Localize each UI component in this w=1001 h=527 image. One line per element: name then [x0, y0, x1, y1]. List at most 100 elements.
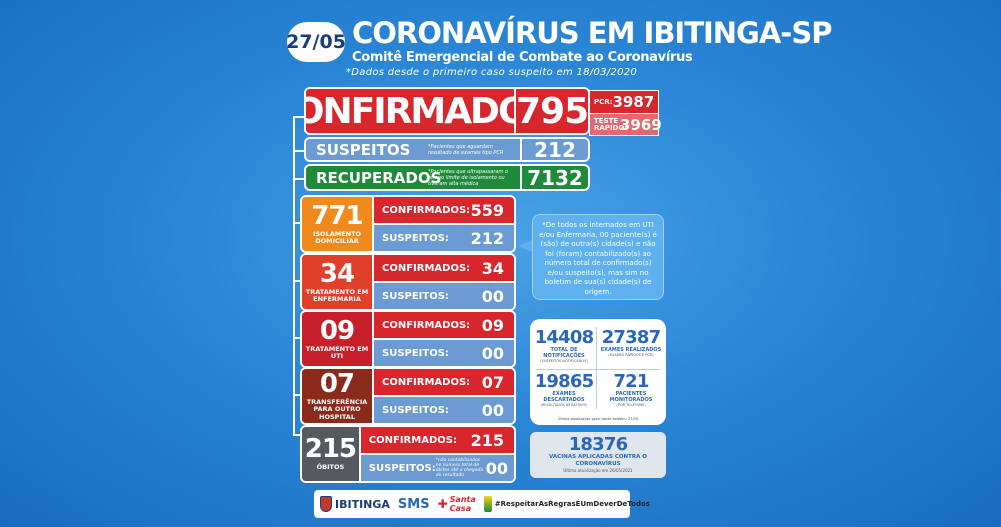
category-number: 07: [319, 368, 355, 399]
confirmados-breakdown: PCR: 3987 TESTE RÁPIDO: 3969: [589, 90, 662, 136]
hashtag-badge: #RespeitarAsRegrasÉUmDeverDeTodos: [483, 496, 650, 512]
suspeitos-sublabel: SUSPEITOS:: [382, 232, 449, 244]
pcr-label: PCR:: [594, 97, 613, 106]
pcr-value: 3987: [612, 93, 655, 111]
stat-monitorados: 721 PACIENTES MONITORADOS (POR TELEFONE): [600, 371, 662, 408]
category-transferencia: 07 TRANSFERÊNCIA PARA OUTRO HOSPITAL CON…: [300, 367, 516, 425]
connector-tick: [293, 434, 305, 436]
bubble-tail: [518, 240, 532, 252]
stat-sub: (RESULTADOS NEGATIVOS): [540, 403, 588, 407]
suspeitos-sublabel: SUSPEITOS:: [382, 404, 449, 416]
stat-label: EXAMES REALIZADOS: [600, 347, 662, 353]
page-subtitle: Comitê Emergencial de Combate ao Coronav…: [352, 50, 693, 65]
stat-value: 14408: [534, 327, 594, 348]
category-desc: TRANSFERÊNCIA PARA OUTRO HOSPITAL: [306, 397, 368, 421]
stats-panel: 14408 TOTAL DE NOTIFICAÇÕES (SUSPEITOS N…: [530, 319, 666, 425]
category-summary: 07 TRANSFERÊNCIA PARA OUTRO HOSPITAL: [302, 369, 374, 423]
category-summary: 215 ÓBITOS: [302, 427, 361, 481]
recuperados-value: 7132: [520, 166, 588, 189]
category-summary: 09 TRATAMENTO EM UTI: [302, 312, 374, 366]
stat-value: 19865: [534, 371, 594, 392]
stat-sub: (POR TELEFONE): [616, 403, 646, 407]
stat-notificacoes: 14408 TOTAL DE NOTIFICAÇÕES (SUSPEITOS N…: [534, 327, 594, 364]
connector-line: [293, 116, 295, 436]
obitos-suspeitos-note: *não contabilizados no número total de ó…: [435, 458, 484, 478]
footer-logos: IBITINGA SMS ✚ Santa Casa #RespeitarAsRe…: [314, 490, 650, 518]
suspeitos-subvalue: 00: [485, 458, 508, 478]
suspeitos-note: *Pacientes que aguardam resultado de exa…: [428, 143, 504, 156]
stat-sub: (SUSPEITOS NOTIFICADOS): [540, 359, 588, 363]
stat-label: PACIENTES MONITORADOS: [609, 391, 653, 403]
santa-casa-logo: ✚ Santa Casa: [438, 495, 476, 513]
hashtag-label: #RespeitarAsRegrasÉUmDeverDeTodos: [494, 500, 650, 508]
confirmados-subvalue: 09: [481, 315, 504, 335]
vacinas-sub: Última atualização em 26/05/2021: [563, 468, 633, 473]
category-desc: ÓBITOS: [316, 463, 345, 472]
stat-descartados: 19865 EXAMES DESCARTADOS (RESULTADOS NEG…: [534, 371, 594, 408]
confirmados-sublabel: CONFIRMADOS:: [382, 319, 471, 331]
stat-label: EXAMES DESCARTADOS: [543, 391, 585, 403]
suspeitos-sublabel: SUSPEITOS:: [368, 462, 436, 474]
vacinas-value: 18376: [568, 434, 628, 455]
category-number: 09: [319, 315, 355, 346]
category-number: 215: [304, 434, 357, 465]
confirmados-value: 7956: [514, 89, 588, 133]
confirmados-subvalue: 215: [470, 430, 504, 450]
recuperados-label: RECUPERADOS: [316, 168, 442, 187]
vacinas-panel: 18376 VACINAS APLICADAS CONTRA O CORONAV…: [530, 432, 666, 478]
confirmados-subvalue: 34: [481, 258, 504, 278]
connector-tick: [293, 178, 305, 180]
confirmados-sublabel: CONFIRMADOS:: [382, 204, 471, 216]
ibitinga-logo: IBITINGA: [320, 496, 390, 512]
connector-tick: [293, 116, 305, 118]
category-summary: 771 ISOLAMENTO DOMICILIAR: [302, 197, 374, 251]
flag-icon: [483, 496, 492, 512]
page-title: CORONAVÍRUS EM IBITINGA-SP: [352, 16, 832, 50]
teste-rapido-label: TESTE RÁPIDO:: [594, 116, 628, 132]
data-since-note: *Dados desde o primeiro caso suspeito em…: [346, 67, 638, 78]
stat-value: 27387: [601, 327, 661, 348]
category-isolamento: 771 ISOLAMENTO DOMICILIAR CONFIRMADOS: 55…: [300, 195, 516, 253]
connector-tick: [293, 394, 305, 396]
confirmados-subvalue: 07: [481, 372, 504, 392]
category-desc: TRATAMENTO EM ENFERMARIA: [305, 287, 369, 303]
santa-casa-label: Santa Casa: [449, 495, 476, 513]
confirmados-sublabel: CONFIRMADOS:: [382, 262, 471, 274]
connector-tick: [293, 150, 305, 152]
suspeitos-label: SUSPEITOS: [316, 140, 411, 159]
suspeitos-sublabel: SUSPEITOS:: [382, 347, 449, 359]
stat-sub: (EXAMES RÁPIDOS E PCR): [608, 353, 654, 357]
recuperados-row: RECUPERADOS *Pacientes que ultrapassaram…: [304, 164, 590, 191]
heart-icon: ✚: [437, 497, 448, 511]
category-enfermaria: 34 TRATAMENTO EM ENFERMARIA CONFIRMADOS:…: [300, 253, 516, 311]
crest-icon: [320, 496, 332, 512]
suspeitos-subvalue: 00: [481, 400, 504, 420]
connector-tick: [293, 222, 305, 224]
vacinas-label: VACINAS APLICADAS CONTRA O CORONAVÍRUS: [549, 454, 647, 467]
category-desc: TRATAMENTO EM UTI: [305, 344, 369, 360]
suspeitos-value: 212: [520, 139, 588, 160]
confirmados-label: CONFIRMADOS: [306, 89, 552, 133]
confirmados-sublabel: CONFIRMADOS:: [368, 434, 457, 446]
suspeitos-subvalue: 00: [481, 343, 504, 363]
confirmados-subvalue: 559: [470, 200, 504, 220]
confirmados-row: CONFIRMADOS 7956: [304, 87, 590, 135]
confirmados-sublabel: CONFIRMADOS:: [382, 376, 471, 388]
date-badge: 27/05: [286, 22, 346, 62]
connector-tick: [293, 337, 305, 339]
suspeitos-subvalue: 212: [470, 228, 504, 248]
internados-note: *De todos os internados em UTI e/ou Enfe…: [532, 214, 664, 300]
category-desc: ISOLAMENTO DOMICILIAR: [312, 229, 362, 245]
recuperados-note: *Pacientes que ultrapassaram o tempo lim…: [428, 168, 508, 187]
stat-exames: 27387 EXAMES REALIZADOS (EXAMES RÁPIDOS …: [600, 327, 662, 358]
suspeitos-subvalue: 00: [481, 286, 504, 306]
stat-value: 721: [613, 371, 649, 392]
category-number: 771: [311, 200, 363, 231]
connector-tick: [293, 280, 305, 282]
teste-rapido-value: 3969: [620, 115, 662, 134]
sms-label: SMS: [397, 496, 430, 512]
stat-label: TOTAL DE NOTIFICAÇÕES: [543, 347, 585, 359]
stats-footer: Última atualização geral deste boletim: …: [557, 417, 639, 421]
suspeitos-sublabel: SUSPEITOS:: [382, 290, 449, 302]
ibitinga-label: IBITINGA: [335, 497, 390, 511]
